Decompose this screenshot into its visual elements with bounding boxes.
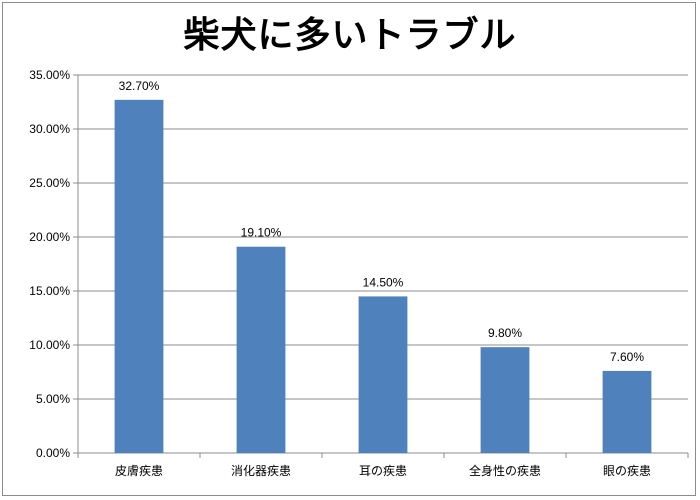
data-label: 14.50%	[363, 275, 404, 289]
labels: 0.00% 5.00% 10.00% 15.00% 20.00% 25.00% 30.00%…	[29, 68, 651, 478]
chart-title: 柴犬に多いトラブル	[183, 15, 517, 56]
gridlines	[78, 74, 688, 400]
y-tick-label: 25.00%	[29, 176, 70, 190]
y-tick-label: 35.00%	[29, 68, 70, 82]
bar	[480, 347, 530, 453]
y-tick-label: 10.00%	[29, 338, 70, 352]
bar	[602, 370, 652, 453]
data-label: 7.60%	[610, 350, 644, 364]
data-label: 32.70%	[119, 79, 160, 93]
bars	[114, 99, 652, 453]
y-tick-label: 15.00%	[29, 284, 70, 298]
data-label: 19.10%	[241, 226, 282, 240]
x-category-label: 耳の疾患	[359, 463, 407, 478]
bar	[114, 99, 164, 453]
y-tick-label: 20.00%	[29, 230, 70, 244]
y-tick-label: 0.00%	[36, 446, 70, 460]
y-tick-label: 30.00%	[29, 122, 70, 136]
y-tick-label: 5.00%	[36, 392, 70, 406]
x-category-label: 消化器疾患	[231, 463, 291, 478]
bar	[236, 246, 286, 453]
bar	[358, 296, 408, 453]
x-category-label: 皮膚疾患	[115, 463, 163, 478]
x-category-label: 全身性の疾患	[469, 463, 541, 478]
x-category-label: 眼の疾患	[603, 463, 651, 478]
data-label: 9.80%	[488, 326, 522, 340]
